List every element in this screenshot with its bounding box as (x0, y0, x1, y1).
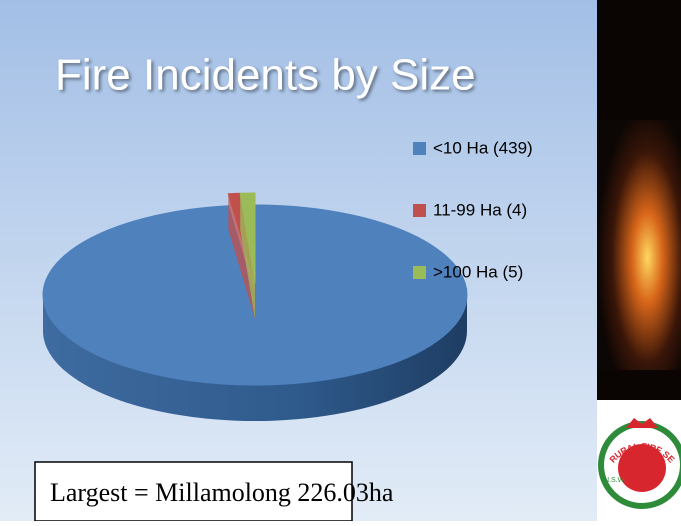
fire-glow (597, 120, 681, 370)
slide-title: Fire Incidents by Size (55, 51, 476, 100)
legend-swatch (413, 204, 426, 217)
legend-label: 11-99 Ha (4) (433, 200, 527, 219)
legend-swatch (413, 266, 426, 279)
legend-swatch (413, 142, 426, 155)
logo-state: N.S.W. (604, 477, 626, 484)
legend-label: <10 Ha (439) (433, 138, 533, 157)
legend-label: >100 Ha (5) (433, 262, 523, 281)
slide: RURAL FIRE SERVICE N.S.W. Fire Incidents… (0, 0, 681, 521)
annotation: Largest = Millamolong 226.03ha (50, 478, 394, 507)
